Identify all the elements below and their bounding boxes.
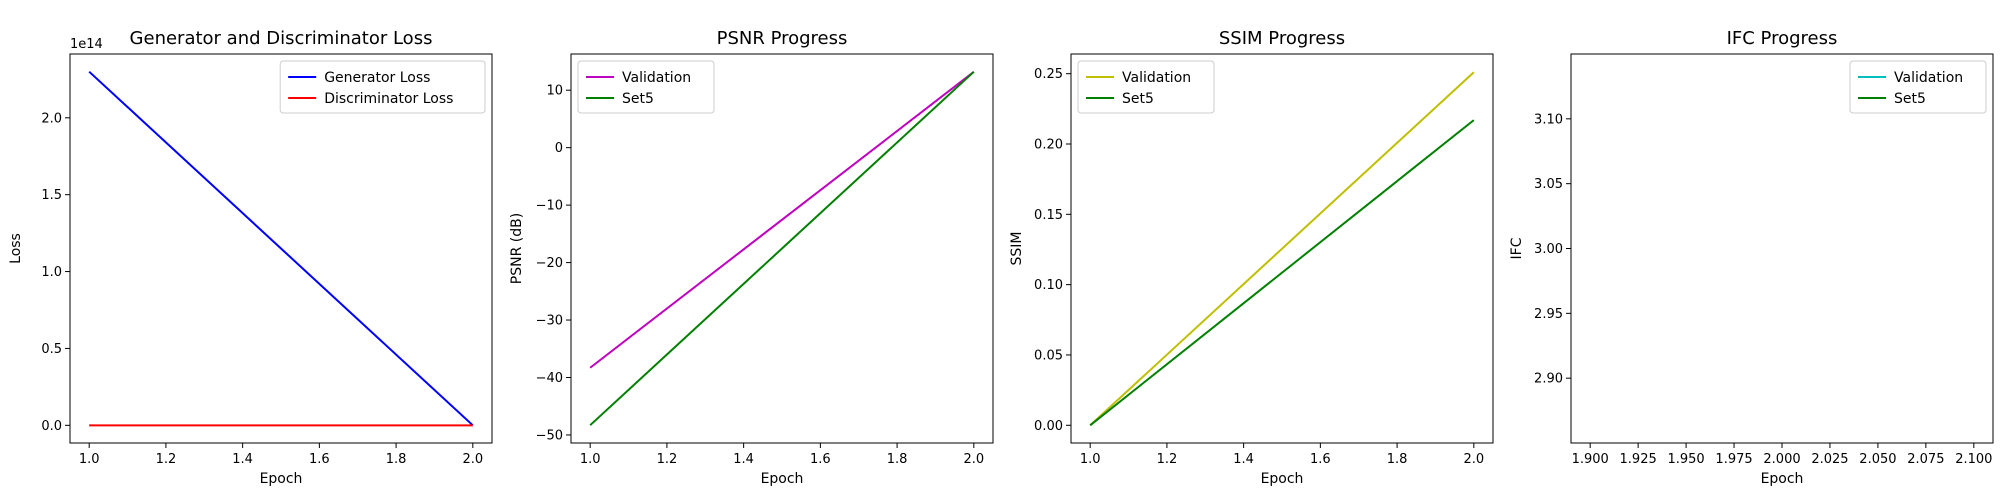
x-tick-label: 2.0 <box>462 452 483 467</box>
x-tick-label: 1.2 <box>1157 452 1178 467</box>
x-tick-label: 1.6 <box>810 452 831 467</box>
y-tick-label: 0.15 <box>1034 208 1063 223</box>
y-tick-label: 0.05 <box>1034 348 1063 363</box>
chart-panel-2: 1.0 1.2 1.4 1.6 1.8 2.0 −50 −40 −30 −20 −10 0 10 PSNR… <box>509 28 994 487</box>
x-tick-label: 1.900 <box>1572 452 1609 467</box>
y-tick-label: 1.0 <box>41 265 62 280</box>
series-line-2 <box>1089 119 1475 427</box>
y-tick-label: −20 <box>536 256 563 271</box>
x-axis-label: Epoch <box>260 471 303 487</box>
x-tick-label: 1.8 <box>386 452 407 467</box>
x-tick-label: 2.075 <box>1907 452 1944 467</box>
legend-entry: Validation <box>622 70 691 86</box>
x-tick-label: 1.6 <box>309 452 330 467</box>
x-tick-label: 2.025 <box>1811 452 1848 467</box>
y-tick-label: 3.10 <box>1534 112 1563 127</box>
legend-box <box>577 60 715 114</box>
legend-entry: Set5 <box>1894 91 1926 107</box>
x-tick-label: 1.4 <box>232 452 253 467</box>
y-tick-label: −50 <box>536 428 563 443</box>
x-tick-label: 1.2 <box>156 452 177 467</box>
x-tick-label: 1.0 <box>580 452 601 467</box>
y-tick-label: 2.0 <box>41 111 62 126</box>
y-axis-label: SSIM <box>1009 232 1025 266</box>
y-tick-label: 0.0 <box>41 419 62 434</box>
y-tick-label: −40 <box>536 371 563 386</box>
legend-box <box>1077 60 1215 114</box>
legend-entry: Discriminator Loss <box>324 91 453 107</box>
chart-title: PSNR Progress <box>717 28 848 49</box>
legend-entry: Validation <box>1894 70 1963 86</box>
y-tick-label: 0.10 <box>1034 278 1063 293</box>
x-tick-label: 2.100 <box>1955 452 1992 467</box>
legend-entry: Set5 <box>622 91 654 107</box>
y-tick-label: 2.95 <box>1534 307 1563 322</box>
x-tick-label: 1.2 <box>657 452 678 467</box>
x-axis-label: Epoch <box>761 471 804 487</box>
y-axis-label: IFC <box>1509 237 1525 259</box>
x-tick-label: 1.4 <box>1233 452 1254 467</box>
x-axis-label: Epoch <box>1761 471 1804 487</box>
series-line-1 <box>88 70 474 427</box>
series-line-1 <box>589 71 975 369</box>
y-tick-label: 0.20 <box>1034 138 1063 153</box>
x-tick-label: 1.950 <box>1667 452 1704 467</box>
legend-box <box>279 60 486 114</box>
y-tick-label: 10 <box>546 84 563 99</box>
chart-title: IFC Progress <box>1727 28 1838 49</box>
axes-frame <box>570 53 994 444</box>
legend-box <box>1849 60 1987 114</box>
x-tick-label: 2.000 <box>1763 452 1800 467</box>
legend: Generator Loss Discriminator Loss <box>279 60 486 114</box>
axes-frame <box>1070 53 1494 444</box>
y-offset-label: 1e14 <box>70 37 103 52</box>
y-tick-label: 0.5 <box>41 342 62 357</box>
legend: Validation Set5 <box>1077 60 1215 114</box>
x-tick-label: 1.975 <box>1715 452 1752 467</box>
chart-panel-4: 1.900 1.925 1.950 1.975 2.000 2.025 2.050 2.075… <box>1509 28 1994 487</box>
x-tick-label: 1.925 <box>1620 452 1657 467</box>
series-line-1 <box>1089 71 1475 427</box>
chart-title: SSIM Progress <box>1219 28 1345 49</box>
axes-frame <box>69 53 493 444</box>
y-tick-label: 0.00 <box>1034 419 1063 434</box>
x-axis-label: Epoch <box>1261 471 1304 487</box>
y-axis-label: PSNR (dB) <box>509 213 525 284</box>
y-axis-label: Loss <box>8 233 24 264</box>
x-tick-label: 2.0 <box>963 452 984 467</box>
series-line-2 <box>589 71 975 426</box>
y-tick-label: −10 <box>536 199 563 214</box>
chart-title: Generator and Discriminator Loss <box>130 28 433 49</box>
x-tick-label: 1.8 <box>1387 452 1408 467</box>
y-tick-label: 2.90 <box>1534 372 1563 387</box>
y-tick-label: 0 <box>555 141 563 156</box>
legend-entry: Generator Loss <box>324 70 430 86</box>
x-tick-label: 1.0 <box>79 452 100 467</box>
y-tick-label: −30 <box>536 314 563 329</box>
chart-panel-1: 1.0 1.2 1.4 1.6 1.8 2.0 0.0 0.5 1.0 1.5 2.0 1e14 Gen… <box>8 28 493 487</box>
x-tick-label: 1.4 <box>733 452 754 467</box>
x-tick-label: 1.0 <box>1080 452 1101 467</box>
x-tick-label: 2.0 <box>1463 452 1484 467</box>
y-tick-label: 3.05 <box>1534 177 1563 192</box>
y-tick-label: 0.25 <box>1034 67 1063 82</box>
chart-panel-3: 1.0 1.2 1.4 1.6 1.8 2.0 0.00 0.05 0.10 0.15 0.20 0.… <box>1009 28 1494 487</box>
legend: Validation Set5 <box>1849 60 1987 114</box>
x-tick-label: 2.050 <box>1859 452 1896 467</box>
x-tick-label: 1.8 <box>887 452 908 467</box>
legend: Validation Set5 <box>577 60 715 114</box>
legend-entry: Set5 <box>1122 91 1154 107</box>
x-tick-label: 1.6 <box>1310 452 1331 467</box>
legend-entry: Validation <box>1122 70 1191 86</box>
y-tick-label: 1.5 <box>41 188 62 203</box>
y-tick-label: 3.00 <box>1534 242 1563 257</box>
